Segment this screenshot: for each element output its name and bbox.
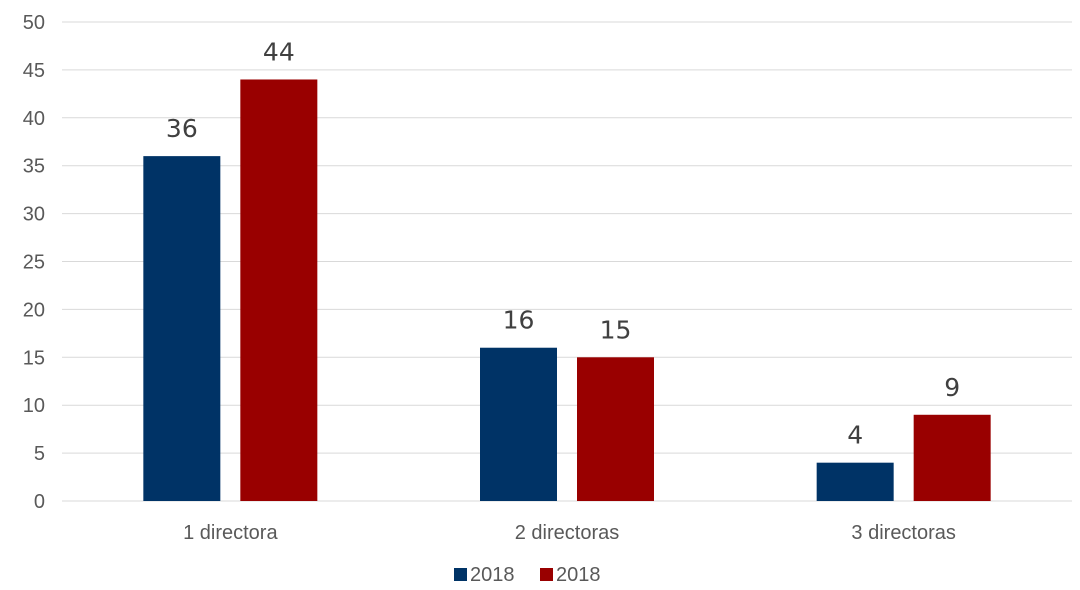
- data-label: 15: [600, 315, 632, 344]
- bar-series-1-1-directora: [143, 156, 221, 501]
- y-tick-label: 10: [23, 395, 45, 417]
- y-tick-label: 15: [23, 347, 45, 369]
- bar-series-2-3-directoras: [913, 414, 991, 501]
- y-tick-label: 0: [34, 491, 45, 513]
- bars: [143, 79, 991, 501]
- y-tick-label: 35: [23, 156, 45, 178]
- bar-series-1-2-directoras: [480, 347, 557, 501]
- data-label: 36: [166, 114, 198, 143]
- y-axis-tick-labels: 0 5 10 15 20 25 30 35 40 45 50: [23, 12, 45, 513]
- x-category-label: 3 directoras: [851, 522, 956, 544]
- legend-swatch: [454, 568, 467, 581]
- y-tick-label: 40: [23, 108, 45, 130]
- y-tick-label: 25: [23, 252, 45, 274]
- legend-entry: 2018: [454, 564, 515, 586]
- y-tick-label: 45: [23, 60, 45, 82]
- y-tick-label: 5: [34, 443, 45, 465]
- data-label: 4: [847, 421, 863, 450]
- x-category-label: 1 directora: [183, 522, 278, 544]
- data-label: 44: [263, 37, 295, 66]
- y-tick-label: 50: [23, 12, 45, 34]
- x-category-label: 2 directoras: [515, 522, 620, 544]
- bar-series-2-1-directora: [240, 79, 318, 501]
- gridlines: [62, 21, 1072, 502]
- legend-swatch: [540, 568, 553, 581]
- legend: 2018 2018: [454, 564, 601, 586]
- data-label: 16: [503, 306, 535, 335]
- x-axis-category-labels: 1 directora 2 directoras 3 directoras: [183, 522, 956, 544]
- legend-label: 2018: [470, 564, 515, 586]
- y-tick-label: 30: [23, 204, 45, 226]
- y-tick-label: 20: [23, 299, 45, 321]
- bar-series-2-2-directoras: [577, 357, 654, 501]
- legend-entry: 2018: [540, 564, 601, 586]
- legend-label: 2018: [556, 564, 601, 586]
- data-labels: 36 44 16 15 4 9: [166, 37, 960, 449]
- data-label: 9: [944, 373, 960, 402]
- bar-series-1-3-directoras: [816, 462, 894, 501]
